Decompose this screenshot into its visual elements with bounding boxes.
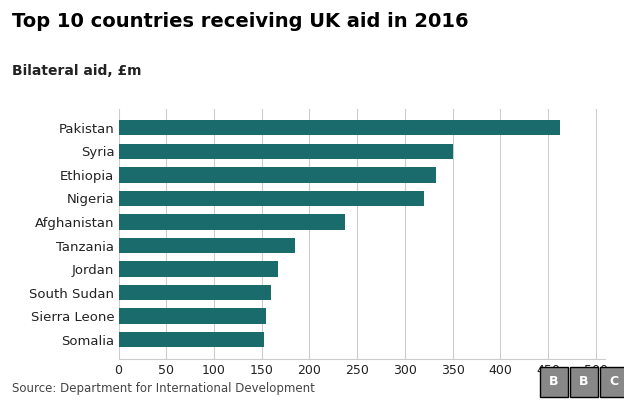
Bar xyxy=(119,238,295,253)
Text: B: B xyxy=(549,375,558,388)
Bar xyxy=(119,262,278,277)
Text: C: C xyxy=(609,375,618,388)
Text: Bilateral aid, £m: Bilateral aid, £m xyxy=(12,64,142,79)
Bar xyxy=(119,308,266,324)
Text: Top 10 countries receiving UK aid in 2016: Top 10 countries receiving UK aid in 201… xyxy=(12,12,469,31)
Text: B: B xyxy=(579,375,588,388)
Bar xyxy=(119,120,560,135)
Bar xyxy=(119,167,436,183)
Bar xyxy=(119,144,452,159)
Bar xyxy=(119,332,263,347)
Bar xyxy=(119,214,344,230)
Text: Source: Department for International Development: Source: Department for International Dev… xyxy=(12,382,315,395)
Bar xyxy=(119,191,424,206)
Bar xyxy=(119,285,271,300)
